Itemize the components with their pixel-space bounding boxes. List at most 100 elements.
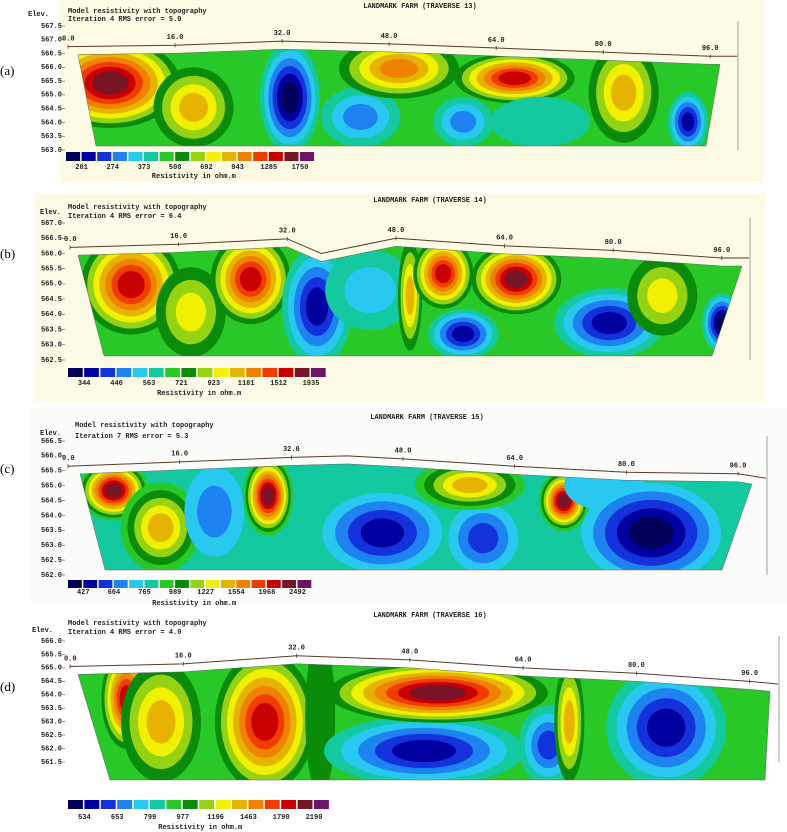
x-tick-label: 0.0	[62, 455, 75, 463]
legend-level: 692	[200, 164, 213, 172]
y-tick-label: 563.5	[41, 326, 62, 334]
y-tick-label: 563.0	[41, 542, 62, 550]
x-tick-label: 0.0	[62, 36, 75, 44]
legend-swatch	[237, 152, 252, 161]
legend-swatch	[246, 368, 261, 377]
panel-label: (a)	[0, 63, 14, 78]
x-tick-label: 96.0	[713, 247, 730, 255]
legend-level: 977	[176, 814, 189, 822]
annotation: Iteration 4 RMS error = 4.0	[68, 629, 181, 637]
x-tick-label: 80.0	[618, 461, 635, 469]
y-tick-label: 564.0	[41, 119, 62, 127]
contour-zone	[504, 270, 528, 289]
legend-swatch	[175, 580, 189, 588]
legend-title: Resistivity in ohm.m	[157, 390, 241, 398]
y-axis-label: Elev.	[40, 209, 61, 217]
x-tick-label: 16.0	[175, 653, 192, 661]
contour-zone	[409, 685, 467, 701]
contour-zone	[681, 112, 695, 132]
chart-title: LANDMARK FARM (TRAVERSE 13)	[363, 3, 476, 11]
y-axis-label: Elev.	[28, 11, 49, 19]
y-axis-label: Elev.	[40, 430, 61, 438]
legend-swatch	[278, 368, 294, 377]
contour-zone	[490, 96, 591, 146]
legend-swatch	[199, 800, 215, 809]
y-tick-label: 564.5	[41, 106, 62, 114]
legend-swatch	[128, 152, 143, 161]
legend-level: 534	[78, 814, 91, 822]
contour-zone	[146, 700, 176, 744]
legend-swatch	[264, 800, 280, 809]
contour-zone	[451, 326, 475, 343]
y-tick-label: 563.0	[41, 342, 62, 350]
x-tick-label: 96.0	[702, 45, 719, 53]
legend-level: 721	[175, 380, 188, 388]
subtitle: Model resistivity with topography	[68, 204, 207, 212]
legend-level: 1790	[273, 814, 290, 822]
legend-swatch	[112, 152, 127, 161]
legend-swatch	[68, 800, 83, 809]
legend-swatch	[129, 580, 143, 588]
legend-level: 1227	[197, 589, 214, 597]
legend-swatch	[98, 580, 113, 588]
y-tick-label: 561.5	[41, 759, 62, 767]
contour-zone	[611, 74, 637, 111]
section-outline	[77, 663, 771, 781]
y-tick-label: 565.5	[41, 78, 62, 86]
legend-level: 201	[75, 164, 88, 172]
legend-swatch	[100, 800, 116, 809]
contour-zone	[344, 267, 397, 314]
legend-swatch	[248, 800, 264, 809]
y-tick-label: 566.0	[41, 638, 62, 646]
legend-level: 1512	[270, 380, 287, 388]
legend-level: 344	[78, 380, 91, 388]
legend-swatch	[251, 580, 266, 588]
x-tick-label: 0.0	[64, 655, 77, 663]
panel-label: (b)	[0, 246, 15, 261]
legend-swatch	[117, 800, 133, 809]
legend-swatch	[68, 368, 83, 377]
legend-level: 2190	[306, 814, 323, 822]
x-tick-label: 48.0	[381, 33, 398, 41]
section-outline	[79, 463, 753, 571]
legend-level: 274	[106, 164, 119, 172]
y-tick-label: 562.5	[41, 557, 62, 565]
contour-zone	[647, 708, 686, 747]
contour-zone	[591, 311, 627, 335]
resistivity-section	[78, 49, 720, 146]
legend-swatch	[175, 152, 190, 161]
y-tick-label: 567.0	[41, 37, 62, 45]
annotation: Iteration 7 RMS error = 5.3	[75, 433, 188, 441]
contour-zone	[468, 523, 499, 554]
y-tick-label: 565.0	[41, 483, 62, 491]
y-tick-label: 567.0	[41, 220, 62, 228]
legend-swatch	[165, 368, 180, 377]
contour-zone	[628, 516, 674, 549]
x-tick-label: 32.0	[288, 645, 305, 653]
legend-swatch	[253, 152, 268, 161]
x-tick-label: 48.0	[388, 227, 405, 235]
legend-swatch	[84, 800, 100, 809]
section-outline	[77, 48, 721, 147]
y-tick-label: 563.0	[41, 719, 62, 727]
legend-swatch	[221, 580, 235, 588]
contour-zone	[450, 110, 477, 133]
legend-swatch	[284, 152, 299, 161]
legend-level: 1463	[240, 814, 257, 822]
y-tick-label: 566.5	[41, 235, 62, 243]
legend-level: 765	[138, 589, 151, 597]
x-tick-label: 48.0	[395, 448, 412, 456]
legend-swatch	[144, 152, 159, 161]
legend-level: 923	[207, 380, 220, 388]
legend-title: Resistivity in ohm.m	[152, 173, 236, 181]
legend-swatch	[133, 800, 149, 809]
legend-swatch	[182, 800, 198, 809]
legend-level: 1181	[238, 380, 255, 388]
x-tick-label: 64.0	[488, 37, 505, 45]
legend-swatch	[213, 368, 229, 377]
legend-level: 1554	[228, 589, 245, 597]
topography-line	[69, 655, 779, 685]
y-tick-label: 566.0	[41, 453, 62, 461]
legend-swatch	[132, 368, 148, 377]
contour-zone	[105, 483, 123, 498]
